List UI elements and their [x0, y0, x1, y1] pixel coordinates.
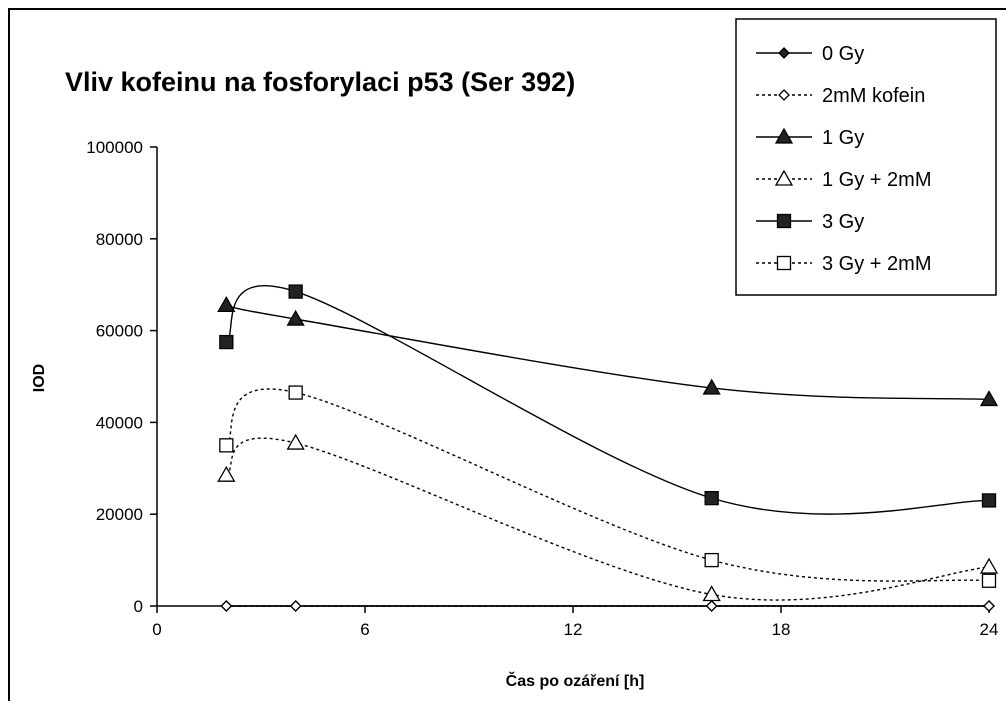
- legend-label: 3 Gy + 2mM: [822, 253, 931, 275]
- data-point: [286, 433, 305, 450]
- data-point: [702, 378, 721, 395]
- legend-marker: [774, 127, 794, 144]
- data-point: [217, 465, 236, 482]
- series-4: [217, 433, 999, 602]
- data-point: [981, 493, 997, 508]
- legend-marker: [778, 47, 790, 59]
- series-2: [220, 600, 995, 612]
- legend-marker: [776, 255, 792, 271]
- legend: 0 Gy 2mM kofein 1 Gy 1 Gy + 2mM 3 Gy 3 Gy + 2…: [735, 18, 997, 296]
- legend-label: 1 Gy + 2mM: [822, 169, 931, 191]
- series-5: [219, 284, 997, 515]
- series-layer: [217, 284, 999, 612]
- data-point: [289, 600, 302, 612]
- y-tick-label: 40000: [96, 413, 143, 432]
- legend-label: 1 Gy: [822, 127, 864, 149]
- legend-label: 0 Gy: [822, 43, 864, 65]
- data-point: [288, 385, 303, 400]
- data-point: [983, 600, 995, 612]
- legend-marker: [776, 213, 792, 229]
- data-point: [220, 600, 233, 612]
- legend-label: 3 Gy: [822, 211, 864, 233]
- x-tick-label: 18: [772, 620, 791, 639]
- data-point: [704, 552, 719, 568]
- data-point: [979, 390, 999, 407]
- series-line: [226, 304, 990, 401]
- series-line: [225, 437, 990, 601]
- y-tick-label: 100000: [86, 138, 143, 157]
- x-tick-label: 6: [360, 620, 369, 639]
- chart-frame: [8, 8, 1006, 701]
- data-point: [217, 296, 236, 313]
- chart-title: Vliv kofeinu na fosforylaci p53 (Ser 392…: [65, 67, 575, 97]
- data-point: [288, 284, 303, 299]
- y-tick-label: 20000: [96, 505, 143, 524]
- legend-label: 2mM kofein: [822, 85, 925, 107]
- series-line: [225, 388, 990, 582]
- data-point: [705, 600, 718, 612]
- legend-box: [735, 18, 997, 296]
- x-tick-label: 24: [980, 620, 999, 639]
- data-point: [704, 490, 719, 506]
- y-tick-label: 80000: [96, 230, 143, 249]
- y-axis-label: IOD: [31, 364, 48, 392]
- data-point: [979, 557, 999, 574]
- x-tick-label: 12: [564, 620, 583, 639]
- data-point: [219, 334, 234, 350]
- x-tick-label: 0: [152, 620, 161, 639]
- series-line: [225, 285, 990, 515]
- data-point: [981, 573, 997, 588]
- series-6: [219, 385, 997, 588]
- legend-marker: [774, 169, 794, 186]
- data-point: [702, 585, 721, 602]
- data-point: [286, 309, 305, 326]
- series-1: [220, 600, 995, 612]
- legend-marker: [778, 89, 790, 101]
- y-tick-label: 0: [134, 597, 143, 616]
- data-point: [219, 438, 234, 453]
- x-axis-label: Čas po ozáření [h]: [506, 671, 645, 690]
- series-3: [217, 296, 999, 407]
- y-tick-label: 60000: [96, 322, 143, 341]
